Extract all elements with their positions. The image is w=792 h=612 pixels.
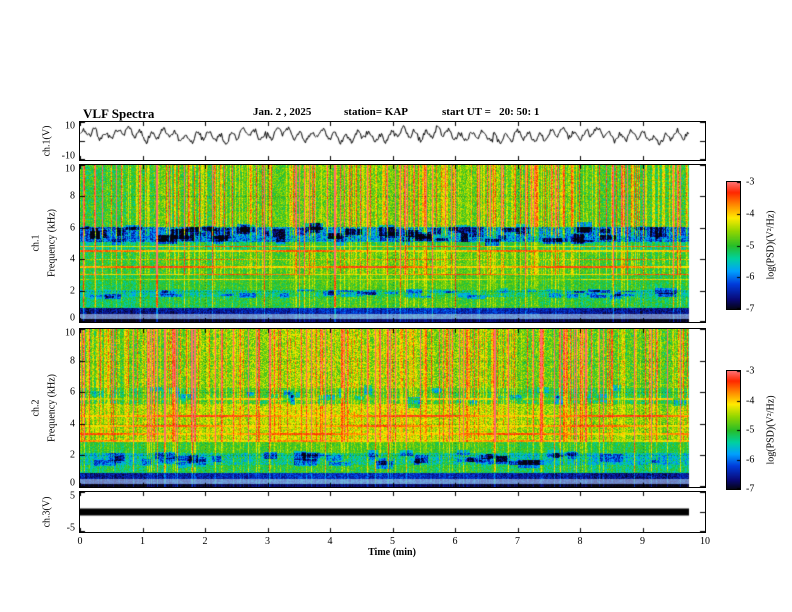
ch3-waveform-canvas: [80, 492, 705, 532]
ch2-frequency-axis-label: Frequency (kHz): [46, 373, 58, 443]
figure-title: VLF Spectra: [83, 106, 155, 121]
x-tick-label: 6: [452, 536, 458, 547]
colorbar-ch2-canvas: [727, 371, 740, 489]
x-tick-label: 8: [577, 536, 583, 547]
colorbar-tick-label: -4: [746, 395, 755, 406]
colorbar-tick-label: -7: [746, 483, 755, 495]
ch3_volt-y-tick-label: -5: [66, 522, 75, 534]
ch2-spectrogram-canvas: [80, 329, 705, 487]
ch2-spectrogram-panel: [79, 328, 706, 488]
ch1_spec-y-tick-label: 10: [65, 163, 75, 175]
colorbar-ch1-label: log(PSD)(V²/Hz): [765, 210, 777, 280]
x-tick-label: 10: [700, 536, 710, 547]
colorbar-tick-label: -4: [746, 208, 755, 220]
colorbar-tick-label: -3: [746, 365, 755, 377]
colorbar-tick-label: -5: [746, 240, 755, 251]
ch1-waveform-canvas: [80, 122, 705, 160]
ch1_spec-y-tick-label: 0: [70, 312, 75, 324]
colorbar-tick-label: -3: [746, 176, 755, 188]
ch1_volt-y-tick-label: 10: [65, 120, 75, 132]
colorbar-tick-label: -6: [746, 271, 755, 283]
time-axis-label: Time (min): [368, 547, 416, 558]
ch3-waveform-panel: [79, 491, 706, 533]
colorbar-ch1: [726, 181, 741, 310]
colorbar-tick-label: -5: [746, 424, 755, 436]
x-tick-label: 7: [515, 536, 520, 547]
ch1_spec-y-tick-label: 2: [70, 285, 75, 297]
colorbar-ch2-label: log(PSD)(V²/Hz): [765, 395, 777, 465]
colorbar-ch1-canvas: [727, 182, 740, 309]
colorbar-tick-label: -7: [746, 303, 755, 315]
ch1-channel-label: ch.1: [30, 234, 42, 252]
ch1_spec-y-tick-label: 8: [70, 190, 75, 202]
ch2_spec-y-tick-label: 6: [70, 386, 75, 398]
ch2_spec-y-tick-label: 0: [70, 477, 75, 489]
ch2_spec-y-tick-label: 8: [70, 355, 75, 367]
ch1_spec-y-tick-label: 6: [70, 222, 75, 234]
figure-date: Jan. 2 , 2025: [253, 106, 312, 118]
ch1_volt-y-tick-label: -10: [61, 150, 75, 162]
x-tick-label: 5: [390, 536, 395, 547]
figure-start-ut: start UT = 20: 50: 1: [442, 106, 540, 118]
ch3-volt-axis-label: ch.3(V): [41, 496, 53, 528]
ch1-waveform-panel: [79, 121, 706, 161]
x-tick-label: 0: [77, 536, 83, 547]
ch3_volt-y-tick-label: 5: [70, 490, 75, 502]
ch1-volt-axis-label: ch.1(V): [41, 125, 53, 157]
ch2-channel-label: ch.2: [30, 399, 42, 417]
x-tick-label: 1: [140, 536, 145, 547]
ch1-frequency-axis-label: Frequency (kHz): [46, 208, 58, 278]
ch2_spec-y-tick-label: 2: [70, 449, 75, 461]
ch1-spectrogram-panel: [79, 164, 706, 323]
x-tick-label: 2: [202, 536, 208, 547]
colorbar-tick-label: -6: [746, 454, 755, 465]
ch2_spec-y-tick-label: 4: [70, 418, 75, 430]
figure-station: station= KAP: [344, 106, 409, 118]
ch2_spec-y-tick-label: 10: [65, 327, 75, 339]
x-tick-label: 9: [640, 536, 645, 547]
ch1_spec-y-tick-label: 4: [70, 253, 75, 265]
ch1-spectrogram-canvas: [80, 165, 705, 322]
x-tick-label: 3: [265, 536, 270, 547]
x-tick-label: 4: [327, 536, 333, 547]
colorbar-ch2: [726, 370, 741, 490]
